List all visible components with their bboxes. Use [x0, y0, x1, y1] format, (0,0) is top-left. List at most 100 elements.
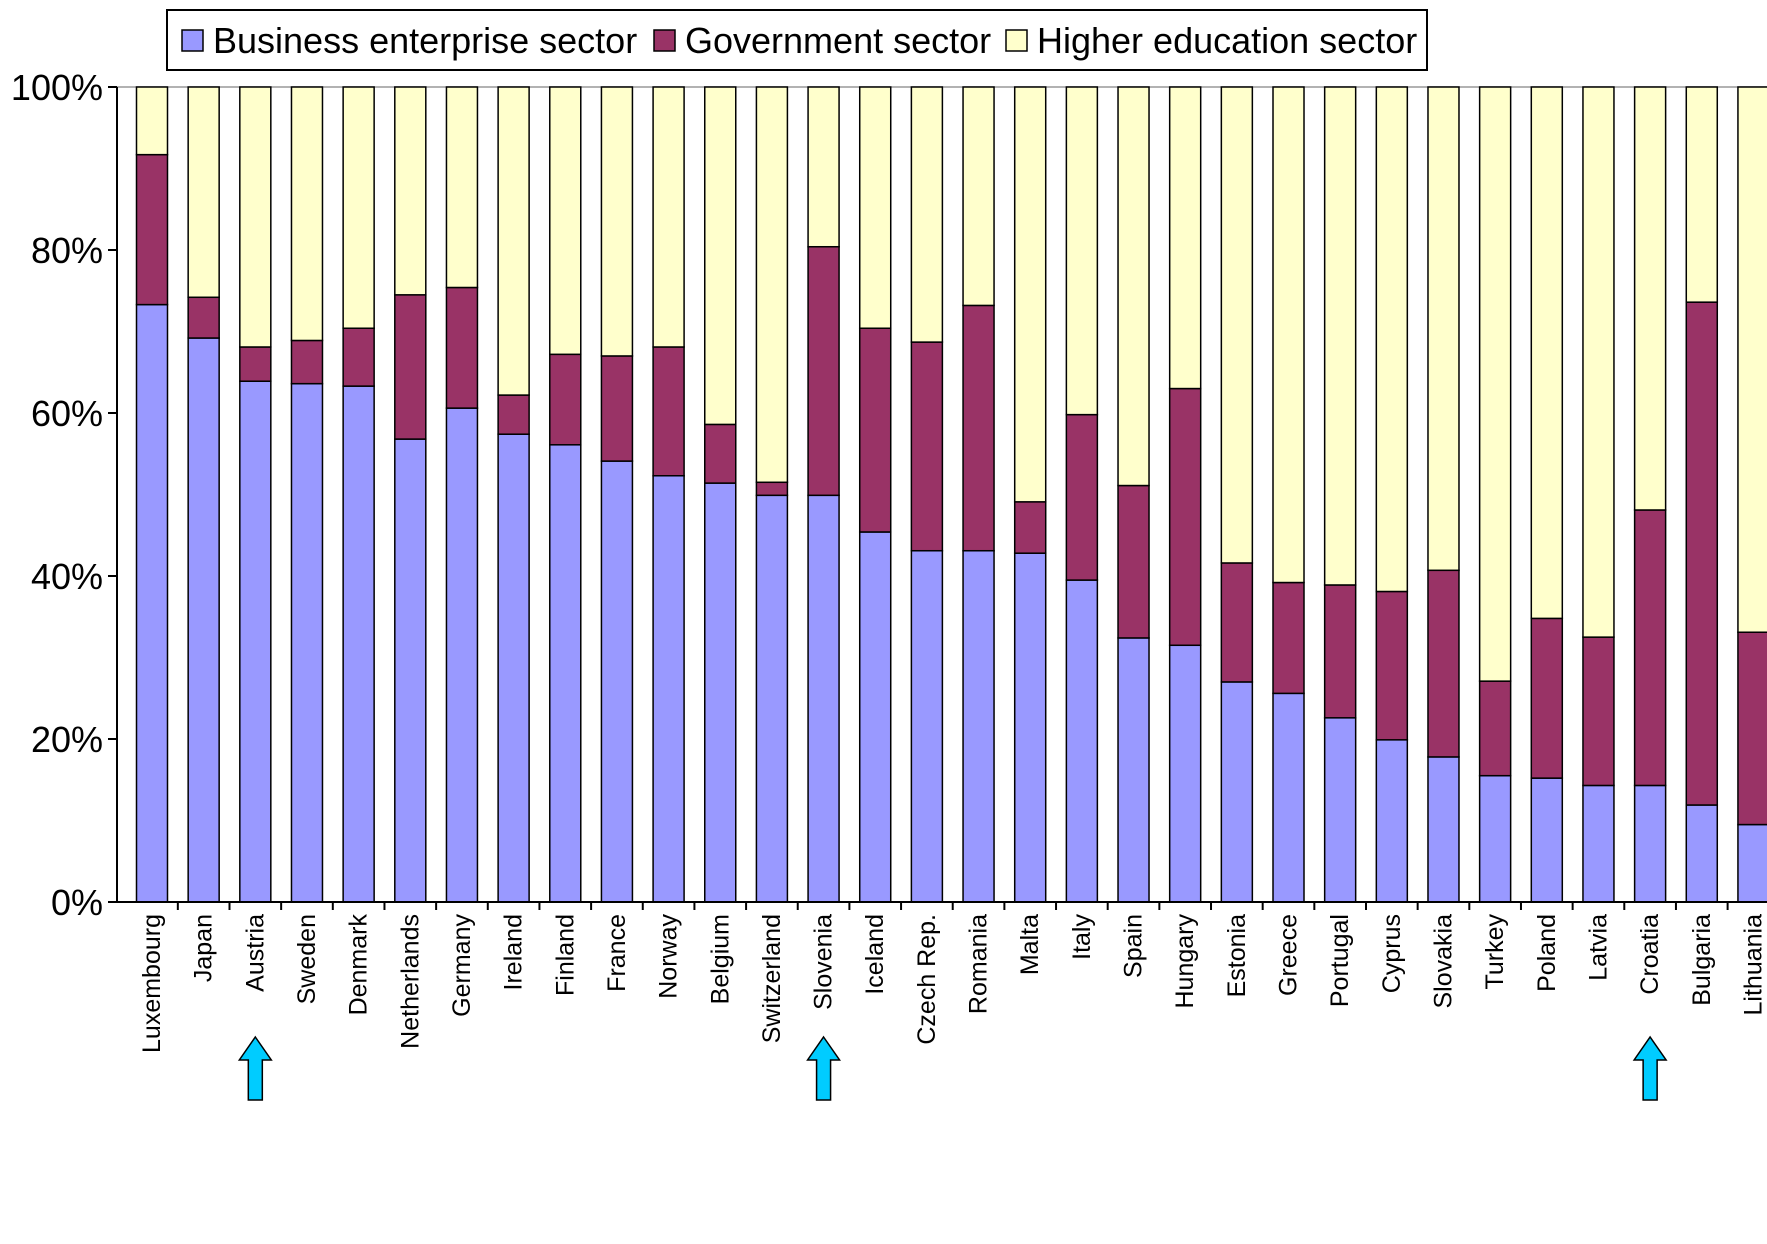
- bar-government-sector-portugal: [1323, 584, 1357, 719]
- bar-group-bulgaria: [1685, 86, 1719, 903]
- bar-group-france: [600, 86, 634, 903]
- bar-government-sector-belgium: [704, 423, 737, 484]
- x-axis: Luxembourg Japan Austria Sweden Denmark Nethe…: [117, 901, 1767, 1053]
- bar-higher-education-sector-ireland: [497, 86, 530, 396]
- bar-higher-education-sector-spain: [1117, 86, 1150, 487]
- bar-higher-education-sector-sweden: [290, 86, 324, 342]
- bar-group-japan: [187, 86, 220, 903]
- bar-business-enterprise-sector-denmark: [342, 385, 375, 903]
- bar-government-sector-croatia: [1633, 509, 1667, 787]
- x-tick-label-finland: Finland: [551, 914, 579, 996]
- highlight-arrow-slovenia: [806, 1035, 842, 1101]
- y-axis: 0% 20% 40% 60% 80% 100%: [11, 67, 118, 923]
- bar-business-enterprise-sector-greece: [1272, 692, 1305, 903]
- x-tick-label-sweden: Sweden: [293, 914, 321, 1004]
- x-tick-label-switzerland: Switzerland: [758, 914, 786, 1043]
- bar-higher-education-sector-portugal: [1323, 86, 1357, 586]
- bar-business-enterprise-sector-estonia: [1220, 681, 1254, 903]
- bar-business-enterprise-sector-japan: [187, 337, 220, 903]
- x-tick-label-turkey: Turkey: [1481, 914, 1509, 990]
- bar-business-enterprise-sector-sweden: [290, 382, 324, 903]
- highlight-arrow-croatia: [1632, 1035, 1668, 1101]
- bar-higher-education-sector-hungary: [1168, 86, 1202, 390]
- bar-higher-education-sector-latvia: [1582, 86, 1615, 638]
- y-tick-label: 0%: [51, 882, 103, 923]
- bar-group-latvia: [1582, 86, 1615, 903]
- bar-business-enterprise-sector-slovenia: [807, 494, 840, 903]
- bar-government-sector-switzerland: [755, 481, 789, 497]
- bar-business-enterprise-sector-lithuania: [1737, 823, 1767, 903]
- bar-higher-education-sector-slovenia: [807, 86, 840, 248]
- x-tick-label-greece: Greece: [1275, 914, 1303, 996]
- bar-business-enterprise-sector-belgium: [704, 482, 737, 903]
- bar-business-enterprise-sector-spain: [1117, 637, 1150, 903]
- bar-group-romania: [962, 86, 995, 903]
- bar-higher-education-sector-romania: [962, 86, 995, 307]
- bar-business-enterprise-sector-slovakia: [1427, 756, 1460, 903]
- bar-higher-education-sector-turkey: [1478, 86, 1512, 682]
- bar-higher-education-sector-netherlands: [394, 86, 427, 296]
- plot-area: [117, 86, 1767, 903]
- x-tick-label-ireland: Ireland: [500, 914, 528, 990]
- bar-government-sector-japan: [187, 296, 220, 339]
- bar-group-greece: [1272, 86, 1305, 903]
- bar-government-sector-turkey: [1478, 680, 1512, 777]
- bar-government-sector-luxembourg: [135, 153, 169, 306]
- x-tick-label-estonia: Estonia: [1223, 914, 1251, 997]
- bar-government-sector-spain: [1117, 484, 1150, 639]
- x-tick-label-italy: Italy: [1068, 914, 1096, 960]
- legend-swatch-higher-education-sector: [1005, 29, 1028, 52]
- bar-business-enterprise-sector-luxembourg: [135, 303, 169, 903]
- legend-label-higher-education-sector: Higher education sector: [1037, 20, 1417, 61]
- bar-government-sector-slovakia: [1427, 569, 1460, 758]
- bar-government-sector-norway: [652, 346, 685, 477]
- bar-group-netherlands: [394, 86, 427, 903]
- x-tick-label-bulgaria: Bulgaria: [1688, 914, 1716, 1006]
- bar-higher-education-sector-lithuania: [1737, 86, 1767, 633]
- x-tick-label-hungary: Hungary: [1171, 914, 1199, 1009]
- y-tick-label: 40%: [31, 556, 103, 597]
- highlight-arrows: [237, 1035, 1668, 1101]
- x-tick-label-latvia: Latvia: [1584, 914, 1612, 981]
- bar-group-switzerland: [755, 86, 789, 903]
- bar-group-germany: [445, 86, 479, 903]
- x-tick-label-portugal: Portugal: [1326, 914, 1354, 1007]
- highlight-arrow-austria: [237, 1035, 273, 1101]
- x-tick-label-poland: Poland: [1533, 914, 1561, 992]
- legend-label-business-enterprise-sector: Business enterprise sector: [213, 20, 637, 61]
- x-tick-label-japan: Japan: [190, 914, 218, 982]
- bar-government-sector-slovenia: [807, 245, 840, 497]
- y-tick-label: 20%: [31, 719, 103, 760]
- bar-government-sector-austria: [239, 346, 272, 382]
- bar-government-sector-romania: [962, 304, 995, 552]
- legend-swatch-business-enterprise-sector: [181, 29, 204, 52]
- bar-higher-education-sector-italy: [1065, 86, 1099, 416]
- y-tick-label: 80%: [31, 230, 103, 271]
- x-tick-label-germany: Germany: [448, 914, 476, 1017]
- bar-government-sector-estonia: [1220, 562, 1254, 683]
- bar-business-enterprise-sector-turkey: [1478, 774, 1512, 903]
- bar-higher-education-sector-slovakia: [1427, 86, 1460, 572]
- x-tick-label-belgium: Belgium: [706, 914, 734, 1004]
- x-tick-label-luxembourg: Luxembourg: [138, 914, 166, 1053]
- bar-higher-education-sector-denmark: [342, 86, 375, 329]
- bar-business-enterprise-sector-hungary: [1168, 644, 1202, 903]
- bar-business-enterprise-sector-romania: [962, 549, 995, 903]
- y-tick-label: 60%: [31, 393, 103, 434]
- bar-higher-education-sector-germany: [445, 86, 479, 289]
- legend-swatch-government-sector: [653, 29, 676, 52]
- bar-business-enterprise-sector-croatia: [1633, 784, 1667, 903]
- bar-group-denmark: [342, 86, 375, 903]
- x-tick-label-spain: Spain: [1120, 914, 1148, 978]
- bar-government-sector-cyprus: [1375, 590, 1409, 741]
- bar-government-sector-greece: [1272, 581, 1305, 695]
- bar-business-enterprise-sector-netherlands: [394, 438, 427, 903]
- bar-higher-education-sector-czech-rep: [910, 86, 944, 343]
- bar-higher-education-sector-croatia: [1633, 86, 1667, 511]
- bar-higher-education-sector-finland: [549, 86, 582, 356]
- bar-group-cyprus: [1375, 86, 1409, 903]
- bar-group-czech-rep: [910, 86, 944, 903]
- bar-government-sector-czech-rep: [910, 341, 944, 552]
- bar-higher-education-sector-poland: [1530, 86, 1564, 620]
